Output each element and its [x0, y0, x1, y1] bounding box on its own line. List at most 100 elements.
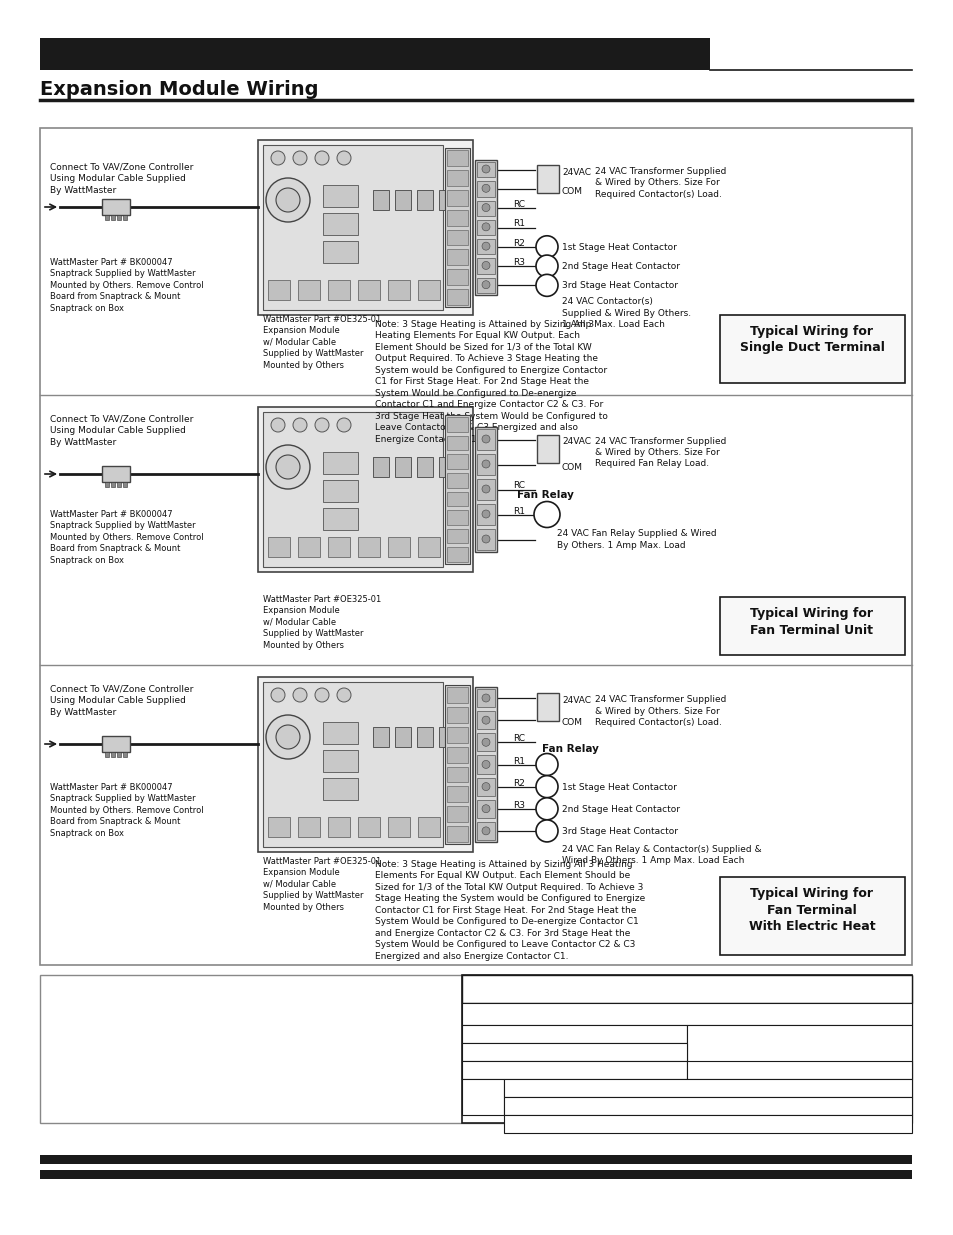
Circle shape	[481, 716, 490, 724]
Bar	[447, 170, 468, 185]
Bar	[461, 974, 911, 1123]
Circle shape	[314, 688, 329, 701]
Bar	[447, 473, 468, 488]
Bar	[476, 182, 495, 196]
Text: COM: COM	[561, 186, 582, 196]
Text: 24VAC: 24VAC	[561, 697, 590, 705]
Bar	[461, 1061, 686, 1079]
Text: 24 VAC Transformer Supplied
& Wired by Others. Size For
Required Fan Relay Load.: 24 VAC Transformer Supplied & Wired by O…	[595, 436, 725, 468]
Text: R3: R3	[513, 800, 524, 810]
Circle shape	[293, 417, 307, 432]
Bar	[102, 466, 130, 482]
Text: ZCAP-Exp-Mod-Wire-1A.CDR: ZCAP-Exp-Mod-Wire-1A.CDR	[505, 1046, 641, 1056]
Text: R2: R2	[513, 238, 524, 248]
Text: WattMaster Part #OE325-01
Expansion Module
w/ Modular Cable
Supplied by WattMast: WattMaster Part #OE325-01 Expansion Modu…	[263, 595, 381, 650]
Bar	[297, 818, 319, 837]
Bar	[297, 537, 319, 557]
Bar	[475, 427, 497, 552]
Bar	[111, 752, 115, 757]
Bar	[257, 677, 473, 852]
Text: R2: R2	[513, 778, 524, 788]
Circle shape	[271, 417, 285, 432]
Text: VAV/Zone Controller Actuator Packages: VAV/Zone Controller Actuator Packages	[612, 1100, 802, 1110]
Text: Fan Relay: Fan Relay	[541, 745, 598, 755]
Text: C1: C1	[540, 243, 553, 252]
Bar	[447, 747, 468, 762]
Circle shape	[336, 417, 351, 432]
Bar	[257, 408, 473, 572]
Circle shape	[293, 688, 307, 701]
Circle shape	[536, 776, 558, 798]
Bar	[263, 682, 442, 847]
Circle shape	[536, 798, 558, 820]
Text: Connect To VAV/Zone Controller
Using Modular Cable Supplied
By WattMaster: Connect To VAV/Zone Controller Using Mod…	[50, 415, 193, 447]
Bar	[503, 1097, 911, 1115]
Bar	[417, 818, 439, 837]
Text: OE325-01 Expansion Module Wiring Details: OE325-01 Expansion Module Wiring Details	[601, 1118, 813, 1128]
Circle shape	[481, 242, 490, 251]
Text: C2: C2	[540, 262, 553, 270]
Circle shape	[481, 510, 490, 517]
Bar	[720, 597, 904, 655]
Text: R3: R3	[513, 258, 524, 267]
Bar	[447, 249, 468, 266]
Bar	[416, 457, 433, 477]
Bar	[476, 800, 495, 818]
Circle shape	[481, 694, 490, 701]
Text: RC: RC	[513, 735, 524, 743]
Bar	[476, 711, 495, 730]
Bar	[475, 161, 497, 295]
Bar	[447, 230, 468, 246]
Text: COM: COM	[561, 719, 582, 727]
Bar	[105, 215, 109, 220]
Text: Typical Wiring for
Fan Terminal Unit: Typical Wiring for Fan Terminal Unit	[750, 606, 873, 636]
Bar	[447, 806, 468, 823]
Text: Control Systems: Control Systems	[734, 1051, 862, 1065]
Circle shape	[536, 236, 558, 258]
Bar	[447, 269, 468, 285]
Text: 2nd Stage Heat Contactor: 2nd Stage Heat Contactor	[561, 805, 679, 814]
Bar	[117, 215, 121, 220]
Bar	[461, 1003, 911, 1025]
Bar	[416, 727, 433, 747]
Bar	[447, 289, 468, 305]
Bar	[40, 38, 709, 70]
Circle shape	[271, 151, 285, 165]
Text: C1: C1	[540, 783, 553, 792]
Bar	[476, 689, 495, 708]
Text: 2nd Stage Heat Contactor: 2nd Stage Heat Contactor	[561, 262, 679, 270]
Bar	[447, 726, 468, 742]
Bar	[328, 280, 350, 300]
Bar	[447, 436, 468, 451]
Bar	[444, 415, 470, 564]
Bar	[476, 454, 495, 475]
Text: 24VAC: 24VAC	[561, 168, 590, 177]
Bar	[328, 818, 350, 837]
Bar	[395, 727, 411, 747]
Circle shape	[536, 256, 558, 277]
Bar	[447, 826, 468, 842]
Text: WattMaster Part #OE325-01
Expansion Module
w/ Modular Cable
Supplied by WattMast: WattMaster Part #OE325-01 Expansion Modu…	[263, 857, 381, 911]
Bar	[444, 685, 470, 844]
Bar	[444, 148, 470, 308]
Text: 24 VAC Transformer Supplied
& Wired by Others. Size For
Required Contactor(s) Lo: 24 VAC Transformer Supplied & Wired by O…	[595, 695, 725, 727]
Bar	[476, 240, 495, 254]
Circle shape	[293, 151, 307, 165]
Bar	[123, 215, 127, 220]
Bar	[686, 1025, 911, 1079]
Bar	[323, 722, 357, 743]
Bar	[476, 220, 495, 235]
Text: WattMaster Part # BK000047
Snaptrack Supplied by WattMaster
Mounted by Others. R: WattMaster Part # BK000047 Snaptrack Sup…	[50, 510, 203, 564]
Text: Connect To VAV/Zone Controller
Using Modular Cable Supplied
By WattMaster: Connect To VAV/Zone Controller Using Mod…	[50, 685, 193, 716]
Bar	[323, 778, 357, 800]
Circle shape	[336, 151, 351, 165]
Text: Connect To VAV/Zone Controller
Using Modular Cable Supplied
By WattMaster: Connect To VAV/Zone Controller Using Mod…	[50, 163, 193, 195]
Text: PAGE: PAGE	[469, 1082, 497, 1092]
Circle shape	[481, 262, 490, 269]
Circle shape	[336, 688, 351, 701]
Bar	[323, 480, 357, 501]
Bar	[447, 210, 468, 226]
Text: 24 VAC Fan Relay & Contactor(s) Supplied &
Wired By Others. 1 Amp Max. Load Each: 24 VAC Fan Relay & Contactor(s) Supplied…	[561, 845, 760, 866]
Circle shape	[266, 178, 310, 222]
Bar	[40, 1170, 911, 1179]
